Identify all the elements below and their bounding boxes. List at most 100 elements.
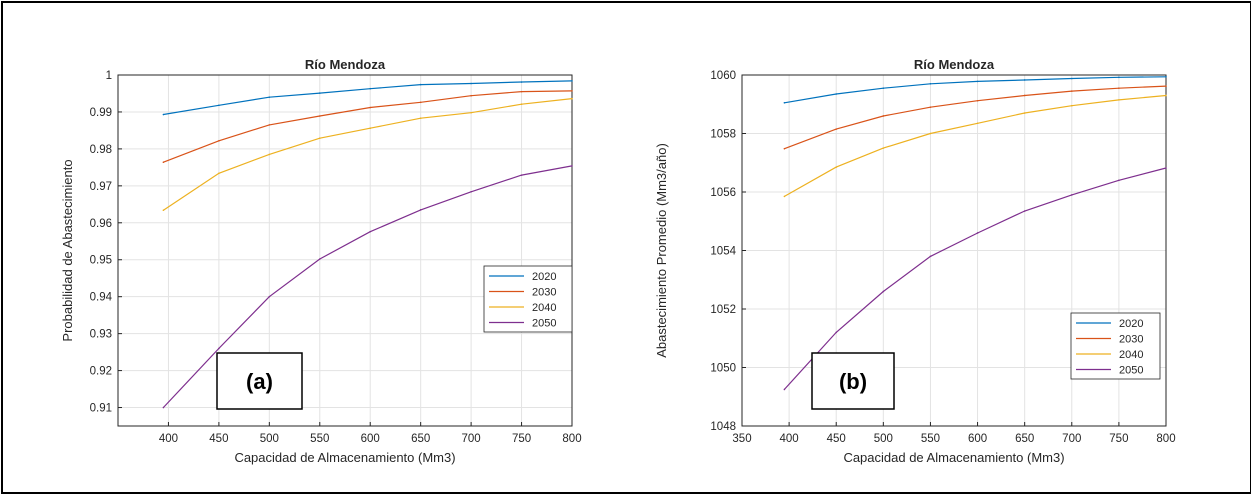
data-point-2050 bbox=[571, 165, 573, 167]
data-point-2050 bbox=[520, 174, 523, 176]
y-tick-label: 0.92 bbox=[90, 366, 112, 378]
x-tick-label: 500 bbox=[874, 433, 893, 445]
data-point-2050 bbox=[1023, 210, 1026, 212]
y-axis-label: Abastecimiento Promedio (Mm3/año) bbox=[654, 143, 669, 358]
data-point-2020 bbox=[162, 113, 165, 116]
data-point-2020 bbox=[571, 80, 573, 82]
data-point-2050 bbox=[419, 209, 422, 211]
legend-label-2050: 2050 bbox=[1119, 365, 1143, 377]
chart-b: 350 400 450 500 550 600 650 700 750 800 1048 1050 10… bbox=[654, 57, 1176, 465]
y-tick-label: 0.95 bbox=[90, 255, 112, 267]
y-tick-label: 1056 bbox=[710, 187, 736, 199]
x-tick-label: 350 bbox=[732, 433, 751, 445]
data-point-2030 bbox=[976, 99, 979, 102]
data-point-2030 bbox=[419, 101, 422, 104]
y-tick-label: 0.93 bbox=[90, 329, 112, 341]
data-point-2040 bbox=[318, 137, 321, 139]
panel-label-box bbox=[216, 352, 303, 410]
data-point-2040 bbox=[1023, 112, 1026, 114]
x-tick-label: 700 bbox=[462, 433, 481, 445]
data-point-2020 bbox=[1165, 75, 1167, 78]
y-tick-label: 0.91 bbox=[90, 403, 112, 415]
axes-box bbox=[117, 74, 573, 427]
y-tick-label: 1050 bbox=[710, 363, 736, 375]
data-point-2020 bbox=[419, 83, 422, 86]
x-tick-label: 750 bbox=[1109, 433, 1128, 445]
data-point-2050 bbox=[882, 290, 885, 293]
x-tick-label: 800 bbox=[562, 433, 581, 445]
data-point-2020 bbox=[369, 87, 372, 90]
data-point-2040 bbox=[268, 153, 271, 156]
data-point-2050 bbox=[1118, 179, 1120, 182]
data-point-2050 bbox=[218, 347, 220, 350]
data-point-2030 bbox=[520, 90, 523, 93]
data-point-2050 bbox=[1070, 194, 1073, 196]
x-tick-label: 600 bbox=[361, 433, 380, 445]
legend-label-2040: 2040 bbox=[532, 302, 556, 314]
x-tick-label: 450 bbox=[209, 433, 228, 445]
data-point-2040 bbox=[835, 166, 838, 168]
data-point-2020 bbox=[218, 104, 220, 107]
y-tick-label: 1054 bbox=[710, 246, 736, 258]
data-point-2040 bbox=[419, 117, 422, 120]
data-point-2020 bbox=[318, 92, 321, 94]
data-point-2040 bbox=[470, 111, 472, 114]
panel-label: (a) bbox=[246, 369, 273, 394]
y-tick-label: 0.97 bbox=[90, 181, 112, 193]
data-point-2030 bbox=[218, 139, 220, 142]
data-point-2020 bbox=[929, 82, 932, 85]
legend-label-2030: 2030 bbox=[1119, 334, 1143, 346]
data-point-2030 bbox=[318, 115, 321, 117]
data-point-2040 bbox=[369, 127, 372, 130]
x-axis-label: Capacidad de Almacenamiento (Mm3) bbox=[234, 450, 455, 465]
data-point-2050 bbox=[318, 258, 321, 260]
legend-label-2020: 2020 bbox=[1119, 318, 1143, 330]
data-point-2020 bbox=[783, 101, 786, 104]
data-point-2050 bbox=[976, 232, 979, 234]
data-point-2040 bbox=[218, 172, 220, 175]
panel-label: (b) bbox=[839, 369, 867, 394]
chart-a: 400 450 500 550 600 650 700 750 800 0.91 0.92 0.93 0… bbox=[60, 57, 582, 465]
y-tick-label: 1052 bbox=[710, 304, 736, 316]
data-point-2050 bbox=[268, 295, 271, 298]
data-point-2030 bbox=[162, 161, 165, 163]
x-tick-label: 600 bbox=[968, 433, 987, 445]
chart-title: Río Mendoza bbox=[914, 57, 995, 72]
data-point-2030 bbox=[929, 106, 932, 108]
data-point-2050 bbox=[929, 255, 932, 258]
data-point-2030 bbox=[268, 124, 271, 126]
x-tick-label: 750 bbox=[512, 433, 531, 445]
x-tick-label: 800 bbox=[1156, 433, 1175, 445]
x-tick-label: 400 bbox=[159, 433, 178, 445]
data-point-2030 bbox=[571, 90, 573, 92]
y-tick-label: 1060 bbox=[710, 70, 736, 82]
data-point-2020 bbox=[882, 87, 885, 89]
y-tick-label: 0.94 bbox=[90, 292, 113, 304]
plot-area bbox=[118, 75, 572, 426]
data-point-2020 bbox=[1023, 79, 1026, 81]
data-point-2040 bbox=[520, 103, 523, 105]
y-axis-label: Probabilidad de Abastecimiento bbox=[60, 159, 75, 341]
legend-label-2030: 2030 bbox=[532, 287, 556, 299]
x-tick-label: 450 bbox=[827, 433, 846, 445]
x-tick-label: 550 bbox=[921, 433, 940, 445]
y-tick-label: 1058 bbox=[710, 129, 736, 141]
legend-box bbox=[1070, 312, 1161, 380]
data-point-2030 bbox=[1118, 87, 1120, 89]
data-point-2020 bbox=[520, 81, 523, 83]
panel-label-box bbox=[811, 352, 895, 410]
data-point-2040 bbox=[929, 132, 932, 135]
y-tick-label: 0.99 bbox=[90, 107, 112, 119]
x-axis-label: Capacidad de Almacenamiento (Mm3) bbox=[843, 450, 1064, 465]
data-point-2050 bbox=[783, 388, 786, 391]
x-tick-label: 650 bbox=[411, 433, 430, 445]
data-point-2030 bbox=[783, 147, 786, 150]
chart-title: Río Mendoza bbox=[305, 57, 386, 72]
y-tick-label: 1048 bbox=[710, 421, 736, 433]
data-point-2040 bbox=[882, 147, 885, 149]
data-point-2020 bbox=[1118, 76, 1120, 79]
data-point-2040 bbox=[783, 195, 786, 198]
data-point-2030 bbox=[369, 106, 372, 109]
data-point-2030 bbox=[1070, 90, 1073, 92]
data-point-2040 bbox=[571, 97, 573, 100]
